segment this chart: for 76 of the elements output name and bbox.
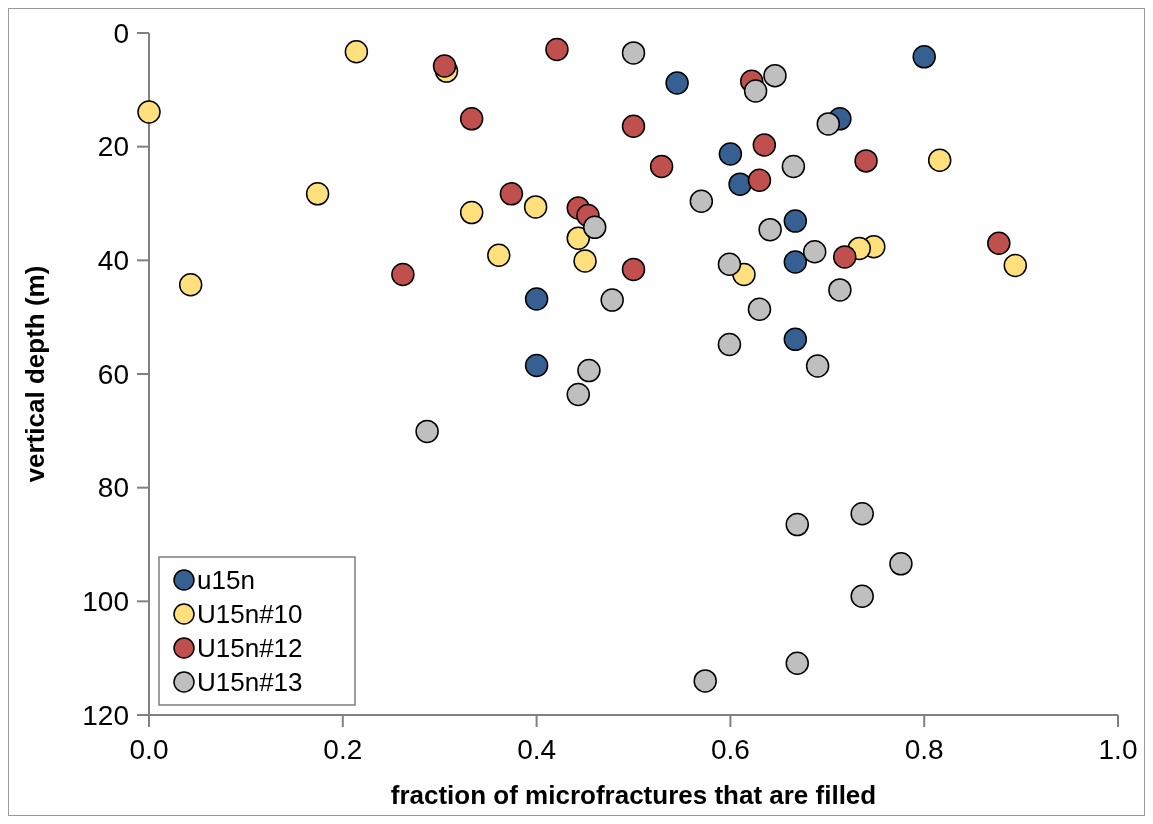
point xyxy=(763,63,787,88)
point xyxy=(524,287,549,311)
point xyxy=(621,41,646,65)
point xyxy=(987,231,1011,256)
point xyxy=(693,669,717,693)
legend-label: U15n#13 xyxy=(197,667,303,697)
point xyxy=(816,112,841,136)
point xyxy=(137,100,161,124)
point xyxy=(621,257,646,282)
point xyxy=(805,354,830,378)
point xyxy=(499,182,524,206)
x-tick-label: 1.0 xyxy=(1098,734,1138,765)
point xyxy=(783,327,808,352)
x-tick-label: 0.0 xyxy=(129,734,169,765)
point xyxy=(728,172,752,196)
point xyxy=(600,288,624,312)
point xyxy=(649,154,674,179)
point xyxy=(783,209,808,233)
point xyxy=(545,37,569,62)
point xyxy=(743,79,768,103)
point xyxy=(566,382,591,407)
point xyxy=(717,332,742,357)
y-tick-label: 80 xyxy=(97,472,129,504)
point xyxy=(747,168,772,192)
point xyxy=(524,353,549,378)
legend-label: U15n#10 xyxy=(197,599,303,629)
point xyxy=(391,262,415,287)
point xyxy=(689,189,714,213)
point xyxy=(305,182,330,206)
point xyxy=(889,552,913,576)
point xyxy=(832,245,857,269)
point xyxy=(752,133,777,157)
point xyxy=(415,419,439,444)
point xyxy=(850,502,874,526)
point xyxy=(573,249,597,273)
point xyxy=(523,195,548,219)
x-tick-label: 0.8 xyxy=(904,734,944,765)
y-tick-label: 0 xyxy=(113,17,129,49)
y-tick-label: 20 xyxy=(97,131,129,163)
point xyxy=(785,651,810,676)
point xyxy=(566,226,591,250)
point xyxy=(781,154,806,179)
y-tick-label: 100 xyxy=(82,586,129,618)
point xyxy=(785,512,810,537)
x-tick-label: 0.2 xyxy=(323,734,363,765)
y-tick-label: 40 xyxy=(97,245,129,277)
point xyxy=(828,278,852,302)
point xyxy=(747,297,772,321)
point xyxy=(783,250,808,274)
point xyxy=(487,243,511,267)
point xyxy=(178,273,203,297)
point xyxy=(717,252,742,277)
x-tick-label: 0.4 xyxy=(517,734,557,765)
point xyxy=(344,40,369,64)
legend-label: U15n#12 xyxy=(197,633,303,663)
point xyxy=(758,217,782,242)
legend-label: u15n xyxy=(197,565,255,595)
y-axis-title: vertical depth (m) xyxy=(20,265,50,483)
point xyxy=(850,584,874,608)
x-tick-label: 0.6 xyxy=(710,734,750,765)
point xyxy=(1003,253,1028,278)
x-axis-title: fraction of microfractures that are filled xyxy=(390,780,877,810)
point xyxy=(665,71,689,95)
point xyxy=(577,358,601,383)
point xyxy=(854,149,878,173)
point xyxy=(432,54,457,78)
y-tick-label: 60 xyxy=(97,358,129,390)
point xyxy=(459,200,484,225)
point xyxy=(621,114,646,138)
point xyxy=(927,148,952,173)
point xyxy=(912,45,936,69)
y-tick-label: 120 xyxy=(82,699,129,731)
point xyxy=(718,142,743,166)
point xyxy=(459,107,484,131)
point xyxy=(802,240,827,264)
point xyxy=(582,215,607,240)
